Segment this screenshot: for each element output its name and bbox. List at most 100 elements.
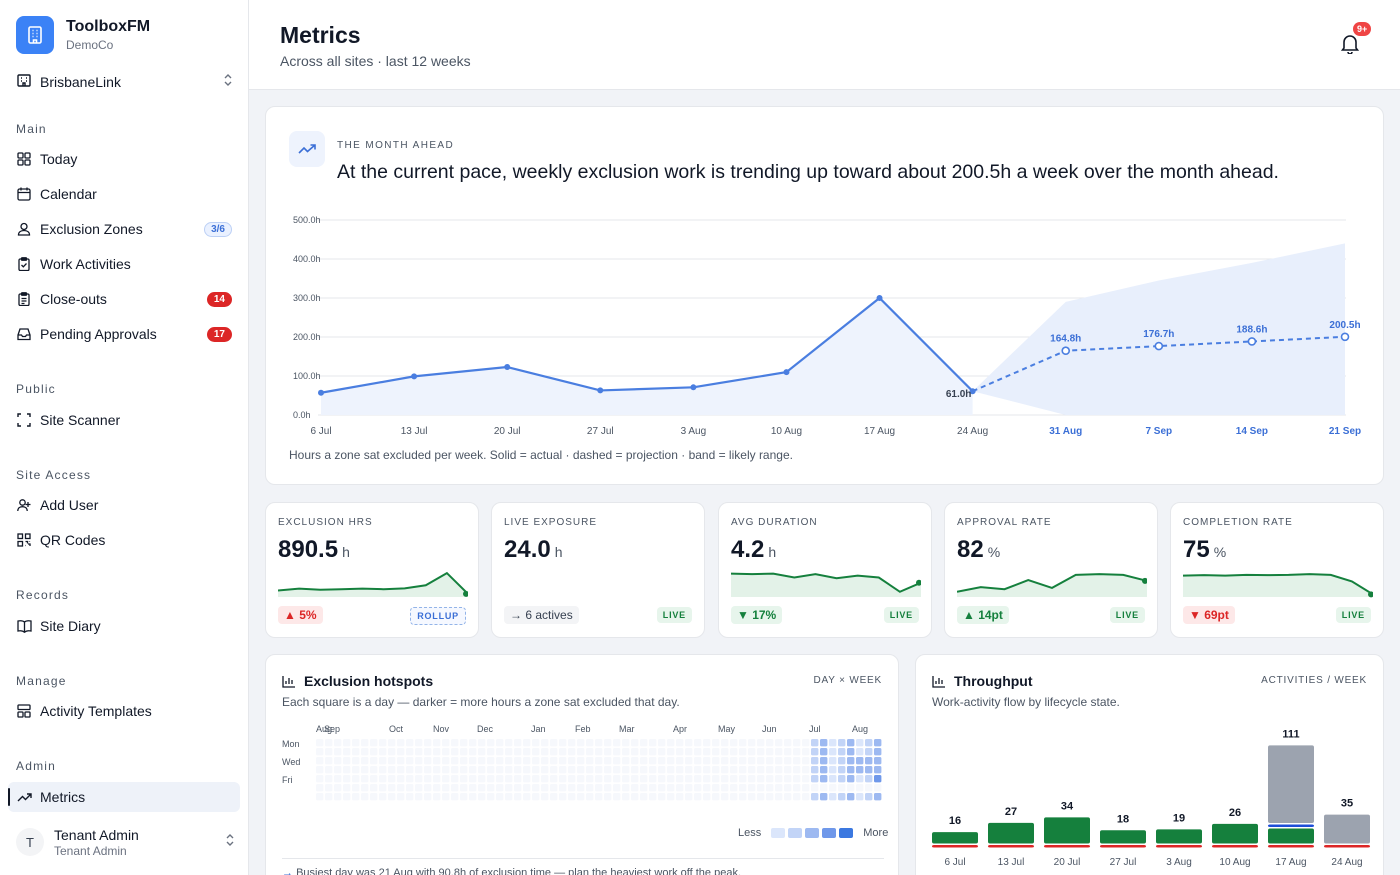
kpi-value: 4.2 h [731, 536, 777, 563]
sidebar-item-qr-codes[interactable]: QR Codes [8, 525, 240, 555]
heatmap-cell [325, 748, 333, 756]
heatmap-cell [577, 775, 585, 783]
heatmap-cell [379, 784, 387, 792]
heatmap-cell [505, 784, 513, 792]
heatmap-cell [523, 757, 531, 765]
heatmap-cell [712, 748, 720, 756]
heatmap-cell [838, 757, 846, 765]
heatmap-cell [712, 739, 720, 747]
sidebar-item-metrics[interactable]: Metrics [8, 782, 240, 812]
actual-area [321, 298, 973, 415]
heatmap-cell [388, 757, 396, 765]
heatmap-cell [820, 775, 828, 783]
data-label: 164.8h [1050, 334, 1081, 345]
heatmap-cell [631, 766, 639, 774]
x-tick-label: 24 Aug [1331, 857, 1362, 868]
throughput-title: Throughput [932, 673, 1033, 689]
heatmap-cell [532, 757, 540, 765]
legend-swatch [771, 828, 786, 838]
heatmap-cell [460, 784, 468, 792]
heatmap-cell [433, 757, 441, 765]
sidebar-item-work-activities[interactable]: Work Activities [8, 249, 240, 279]
sidebar-item-site-scanner[interactable]: Site Scanner [8, 405, 240, 435]
building-small-icon [16, 72, 32, 93]
heatmap-cell [496, 766, 504, 774]
heatmap-cell [748, 775, 756, 783]
x-tick-label: 31 Aug [1049, 426, 1082, 437]
heatmap-cell [586, 748, 594, 756]
heatmap-cell [739, 739, 747, 747]
heatmap-cell [676, 766, 684, 774]
sidebar-item-calendar[interactable]: Calendar [8, 179, 240, 209]
heatmap-cell [604, 793, 612, 801]
heatmap-cell [505, 793, 513, 801]
heatmap-cell [460, 748, 468, 756]
heatmap-cell [379, 748, 387, 756]
heatmap-cell [316, 784, 324, 792]
heatmap-cell [541, 775, 549, 783]
heatmap-cell [802, 748, 810, 756]
heatmap-cell [640, 748, 648, 756]
site-switcher[interactable]: BrisbaneLink [16, 70, 234, 94]
sidebar-item-label: Site Scanner [40, 412, 121, 428]
x-tick-label: 6 Jul [944, 857, 965, 868]
heatmap-cell [838, 766, 846, 774]
sparkline-area [278, 573, 468, 597]
heatmap-cell [640, 739, 648, 747]
heatmap-cell [325, 784, 333, 792]
heatmap-cell [541, 748, 549, 756]
heatmap-cell [568, 784, 576, 792]
throughput-bar-chart: 16 6 Jul 27 13 Jul 34 20 Jul 18 27 Jul 19 3 Aug 26… [932, 728, 1370, 868]
sidebar-item-site-diary[interactable]: Site Diary [8, 611, 240, 641]
sidebar-item-pending-approvals[interactable]: Pending Approvals 17 [8, 319, 240, 349]
heatmap-cell [352, 793, 360, 801]
x-tick-label: 17 Aug [1275, 857, 1306, 868]
heatmap-cell [577, 748, 585, 756]
y-tick-label: 100.0h [293, 371, 321, 381]
heatmap-cell [766, 784, 774, 792]
actual-point [318, 389, 324, 396]
heatmap-cell [496, 739, 504, 747]
throughput-bar-segment [1156, 845, 1202, 848]
heatmap-cell [316, 739, 324, 747]
heatmap-cell [865, 775, 873, 783]
heatmap-cell [523, 739, 531, 747]
heatmap-cell [577, 766, 585, 774]
heatmap-cell [433, 739, 441, 747]
throughput-bar-segment [1100, 845, 1146, 848]
heatmap-cell [343, 793, 351, 801]
sidebar-item-today[interactable]: Today [8, 144, 240, 174]
brand[interactable]: ToolboxFM DemoCo [16, 16, 150, 54]
heatmap-cell [874, 757, 882, 765]
heatmap-cell [379, 739, 387, 747]
heatmap-cell [829, 775, 837, 783]
clipboard-list-icon [16, 291, 32, 307]
section-admin: Admin [16, 759, 57, 773]
heatmap-cell [703, 757, 711, 765]
heatmap-cell [766, 748, 774, 756]
sidebar-item-activity-templates[interactable]: Activity Templates [8, 696, 240, 726]
heatmap-cell [703, 793, 711, 801]
sidebar-item-close-outs[interactable]: Close-outs 14 [8, 284, 240, 314]
heatmap-cell [631, 739, 639, 747]
sidebar-item-exclusion-zones[interactable]: Exclusion Zones 3/6 [8, 214, 240, 244]
heatmap-cell [775, 748, 783, 756]
heatmap-cell [541, 784, 549, 792]
actual-series-line [320, 296, 974, 394]
calendar-icon [16, 186, 32, 202]
user-menu[interactable]: T Tenant Admin Tenant Admin [16, 822, 236, 862]
bell-icon[interactable] [1339, 32, 1363, 56]
sparkline-line [957, 573, 1147, 593]
bar-total-label: 35 [1341, 798, 1353, 810]
heatmap-cell [532, 784, 540, 792]
kpi-card-avg-duration: AVG DURATION 4.2 h ▼ 17% LIVE [718, 502, 932, 638]
heatmap-cell [451, 757, 459, 765]
heatmap-cell [523, 775, 531, 783]
heatmap-cell [316, 793, 324, 801]
heatmap-cell [820, 766, 828, 774]
sidebar-item-add-user[interactable]: Add User [8, 490, 240, 520]
heatmap-cell [658, 757, 666, 765]
heatmap-cell [478, 784, 486, 792]
heatmap-cell [424, 784, 432, 792]
actual-point [504, 364, 511, 371]
